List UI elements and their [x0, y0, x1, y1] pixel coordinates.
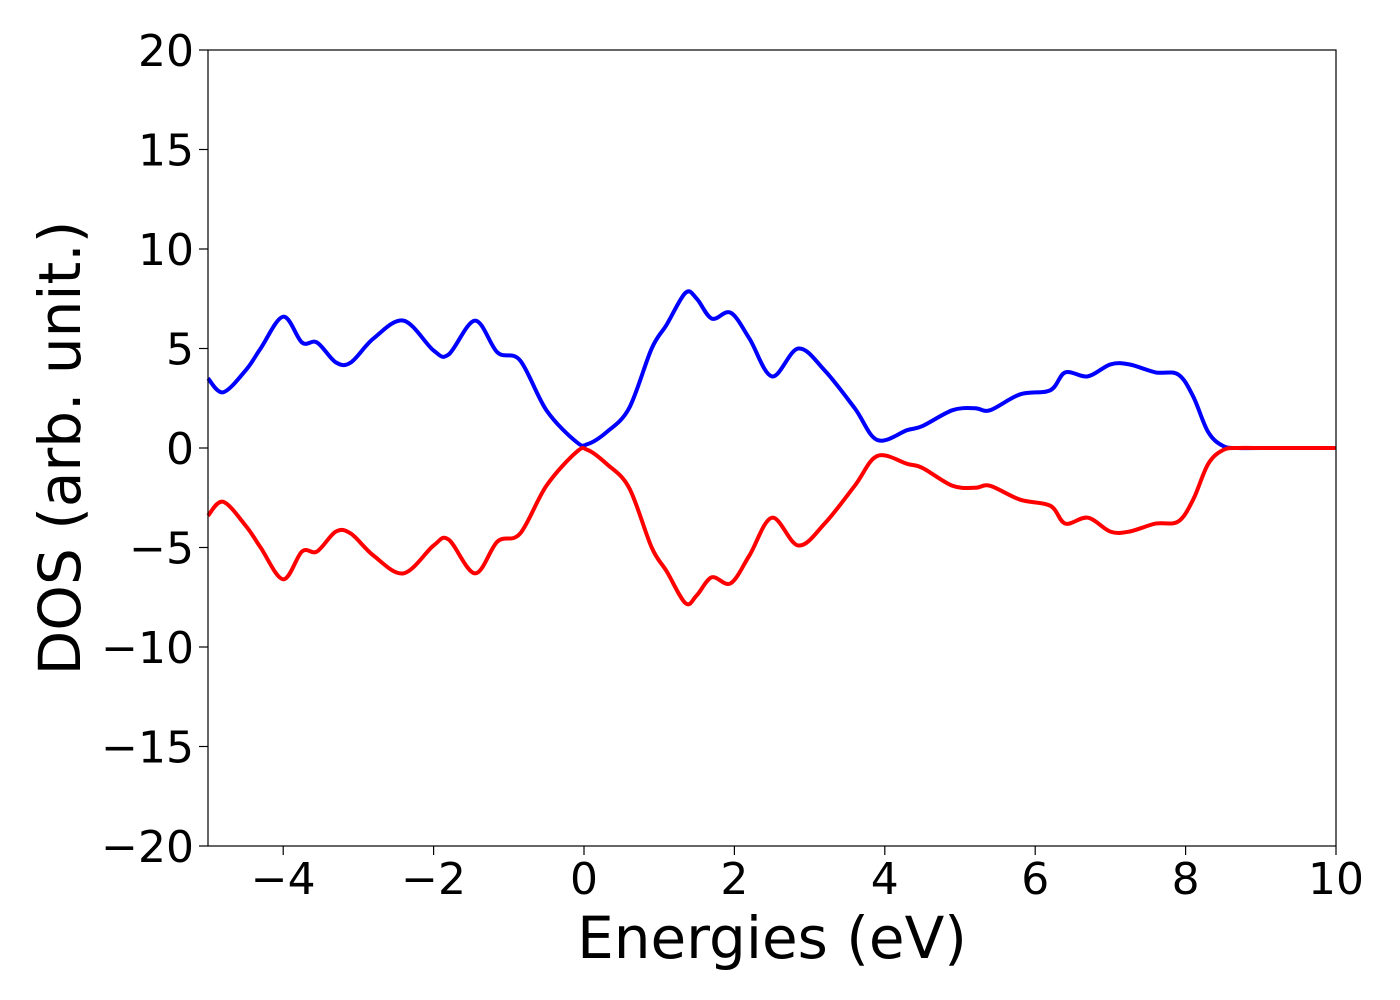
series-layer — [206, 289, 1336, 607]
y-tick-label: −5 — [129, 524, 194, 575]
y-tick-label: 5 — [166, 325, 194, 376]
series-line-2 — [206, 445, 1336, 607]
x-tick-label: 0 — [570, 854, 598, 905]
y-tick-label: 0 — [166, 424, 194, 475]
x-axis-title: Energies (eV) — [577, 904, 967, 972]
x-tick-label: 8 — [1172, 854, 1200, 905]
y-tick-label: −20 — [101, 822, 194, 873]
x-tick-label: −2 — [401, 854, 466, 905]
y-tick-label: −15 — [101, 723, 194, 774]
series-line-1 — [206, 289, 1336, 451]
x-tick-label: −4 — [251, 854, 316, 905]
y-tick-label: 10 — [138, 225, 194, 276]
y-tick-label: −10 — [101, 623, 194, 674]
plot-frame — [207, 49, 1337, 847]
x-tick-label: 10 — [1308, 854, 1364, 905]
y-tick-label: 15 — [138, 126, 194, 177]
x-tick-label: 2 — [720, 854, 748, 905]
x-tick-label: 6 — [1021, 854, 1049, 905]
y-axis-title: DOS (arb. unit.) — [26, 221, 94, 676]
x-tick-label: 4 — [871, 854, 899, 905]
y-tick-label: 20 — [138, 26, 194, 77]
